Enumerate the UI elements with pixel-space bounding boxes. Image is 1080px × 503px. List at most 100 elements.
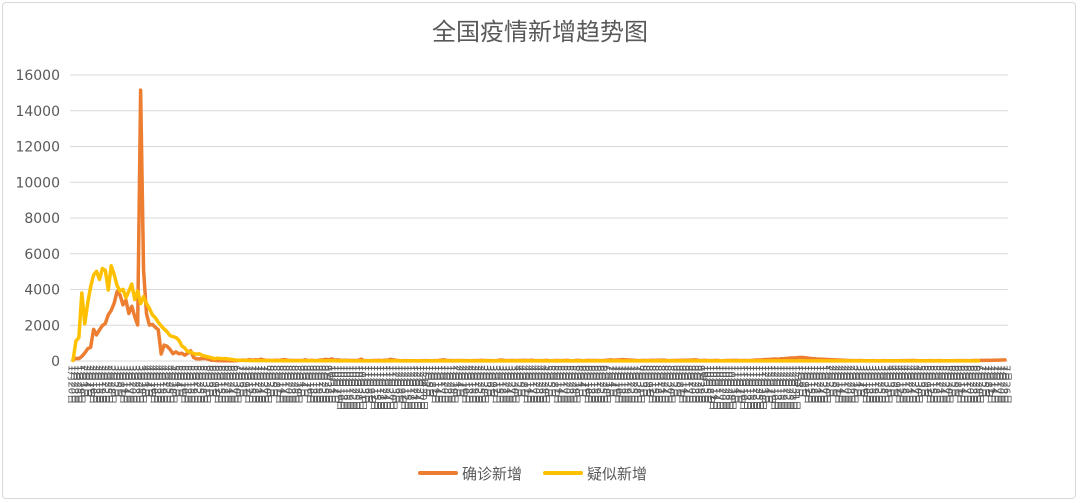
x-axis: 1月20日1月23日1月26日1月29日2月1日2月4日2月7日2月10日2月1… bbox=[66, 360, 1012, 410]
x-tick-label: 5月25日 bbox=[194, 365, 206, 404]
x-tick-label: 6月13日 bbox=[585, 365, 597, 404]
x-tick-label: 3月27日 bbox=[506, 365, 518, 404]
x-tick-label: 11月10日 bbox=[738, 365, 750, 410]
x-tick-label: 10月20日 bbox=[716, 365, 728, 410]
x-tick-label: 6月2日 bbox=[945, 365, 957, 398]
y-tick-label: 2000 bbox=[24, 318, 60, 334]
x-tick-label: 12月28日 bbox=[787, 365, 799, 410]
x-tick-label: 4月26日 bbox=[536, 365, 548, 404]
x-tick-label: 5月26日 bbox=[567, 365, 579, 404]
x-tick-label: 8月21日 bbox=[655, 365, 667, 404]
x-tick-label: 6月5日 bbox=[949, 365, 961, 398]
x-tick-label: 2月7日 bbox=[457, 365, 469, 398]
x-tick-label: 7月14日 bbox=[988, 365, 1000, 404]
x-tick-label: 7月16日 bbox=[619, 365, 631, 404]
x-tick-label: 3月9日 bbox=[487, 365, 499, 398]
x-tick-label: 10月10日 bbox=[334, 365, 346, 410]
x-tick-label: 3月7日 bbox=[857, 365, 869, 398]
x-tick-label: 4月8日 bbox=[518, 365, 530, 398]
x-tick-label: 5月7日 bbox=[176, 365, 188, 398]
x-tick-label: 5月5日 bbox=[545, 365, 557, 398]
x-tick-label: 10月7日 bbox=[331, 365, 343, 404]
x-tick-label: 5月15日 bbox=[927, 365, 939, 404]
x-tick-label: 7月13日 bbox=[616, 365, 628, 404]
x-tick-label: 1月23日 bbox=[441, 365, 453, 404]
x-tick-label: 2月22日 bbox=[99, 365, 111, 404]
x-tick-label: 8月20日 bbox=[282, 365, 294, 404]
series-line-2 bbox=[71, 264, 981, 363]
legend-label: 确诊新增 bbox=[462, 465, 522, 483]
x-tick-label: 6月7日 bbox=[579, 365, 591, 398]
x-tick-label: 5月17日 bbox=[557, 365, 569, 404]
x-tick-label: 7月15日 bbox=[246, 365, 258, 404]
x-tick-label: 1月30日 bbox=[820, 365, 832, 404]
x-tick-label: 10月5日 bbox=[701, 365, 713, 404]
x-tick-label: 9月16日 bbox=[310, 365, 322, 404]
x-tick-label: 12月1日 bbox=[759, 365, 771, 404]
x-tick-label: 2月2日 bbox=[823, 365, 835, 398]
x-tick-label: 2月20日 bbox=[842, 365, 854, 404]
series-line-1 bbox=[71, 88, 1007, 363]
x-tick-label: 7月19日 bbox=[622, 365, 634, 404]
x-tick-label: 5月28日 bbox=[197, 365, 209, 404]
x-tick-label: 3月19日 bbox=[869, 365, 881, 404]
x-tick-label: 9月29日 bbox=[695, 365, 707, 404]
x-tick-label: 1月20日 bbox=[438, 365, 450, 404]
x-tick-label: 4月12日 bbox=[894, 365, 906, 404]
x-tick-label: 3月16日 bbox=[866, 365, 878, 404]
x-tick-label: 12月21日 bbox=[408, 365, 420, 410]
x-tick-label: 2月4日 bbox=[81, 365, 93, 398]
x-tick-label: 3月13日 bbox=[863, 365, 875, 404]
x-tick-label: 7月28日 bbox=[631, 365, 643, 404]
x-tick-label: 7月8日 bbox=[982, 365, 994, 398]
x-tick-label: 6月30日 bbox=[231, 365, 243, 404]
x-tick-label: 8月29日 bbox=[292, 365, 304, 404]
x-tick-label: 2月16日 bbox=[466, 365, 478, 404]
x-tick-label: 2月19日 bbox=[96, 365, 108, 404]
x-tick-label: 5月10日 bbox=[179, 365, 191, 404]
x-tick-label: 2月16日 bbox=[93, 365, 105, 404]
x-tick-label: 1月12日 bbox=[802, 365, 814, 404]
x-tick-label: 6月4日 bbox=[576, 365, 588, 398]
x-tick-label: 2月1日 bbox=[78, 365, 90, 398]
x-tick-label: 6月9日 bbox=[209, 365, 221, 398]
y-tick-label: 4000 bbox=[24, 283, 60, 299]
y-tick-label: 0 bbox=[51, 354, 60, 370]
x-tick-label: 4月23日 bbox=[533, 365, 545, 404]
x-tick-label: 3月1日 bbox=[851, 365, 863, 398]
x-tick-label: 11月21日 bbox=[377, 365, 389, 410]
x-tick-label: 2月10日 bbox=[87, 365, 99, 404]
x-tick-label: 8月5日 bbox=[267, 365, 279, 398]
x-tick-label: 3月28日 bbox=[878, 365, 890, 404]
x-tick-label: 8月9日 bbox=[643, 365, 655, 398]
x-tick-label: 12月4日 bbox=[762, 365, 774, 404]
x-tick-label: 9月7日 bbox=[301, 365, 313, 398]
x-tick-label: 3月6日 bbox=[484, 365, 496, 398]
x-tick-label: 9月4日 bbox=[298, 365, 310, 398]
x-tick-label: 7月24日 bbox=[255, 365, 267, 404]
x-tick-label: 7月25日 bbox=[628, 365, 640, 404]
x-tick-label: 10月19日 bbox=[344, 365, 356, 410]
x-tick-label: 1月2日 bbox=[420, 365, 432, 398]
x-tick-label: 7月26日 bbox=[1000, 365, 1012, 404]
x-tick-label: 9月11日 bbox=[677, 365, 689, 404]
x-tick-label: 10月13日 bbox=[337, 365, 349, 410]
x-tick-label: 2月17日 bbox=[839, 365, 851, 404]
x-tick-label: 1月3日 bbox=[793, 365, 805, 398]
x-tick-label: 9月22日 bbox=[316, 365, 328, 404]
x-tick-label: 9月13日 bbox=[307, 365, 319, 404]
x-tick-label: 6月23日 bbox=[967, 365, 979, 404]
x-tick-label: 9月25日 bbox=[319, 365, 331, 404]
x-tick-label: 9月10日 bbox=[304, 365, 316, 404]
x-tick-label: 12月7日 bbox=[765, 365, 777, 404]
x-tick-label: 12月30日 bbox=[417, 365, 429, 410]
x-tick-label: 6月8日 bbox=[952, 365, 964, 398]
x-tick-label: 10月23日 bbox=[719, 365, 731, 410]
x-tick-label: 2月10日 bbox=[460, 365, 472, 404]
x-tick-label: 4月17日 bbox=[527, 365, 539, 404]
x-tick-label: 1月29日 bbox=[75, 365, 87, 404]
x-tick-label: 3月11日 bbox=[117, 365, 129, 404]
x-tick-label: 8月23日 bbox=[286, 365, 298, 404]
x-tick-label: 2月7日 bbox=[84, 365, 96, 398]
